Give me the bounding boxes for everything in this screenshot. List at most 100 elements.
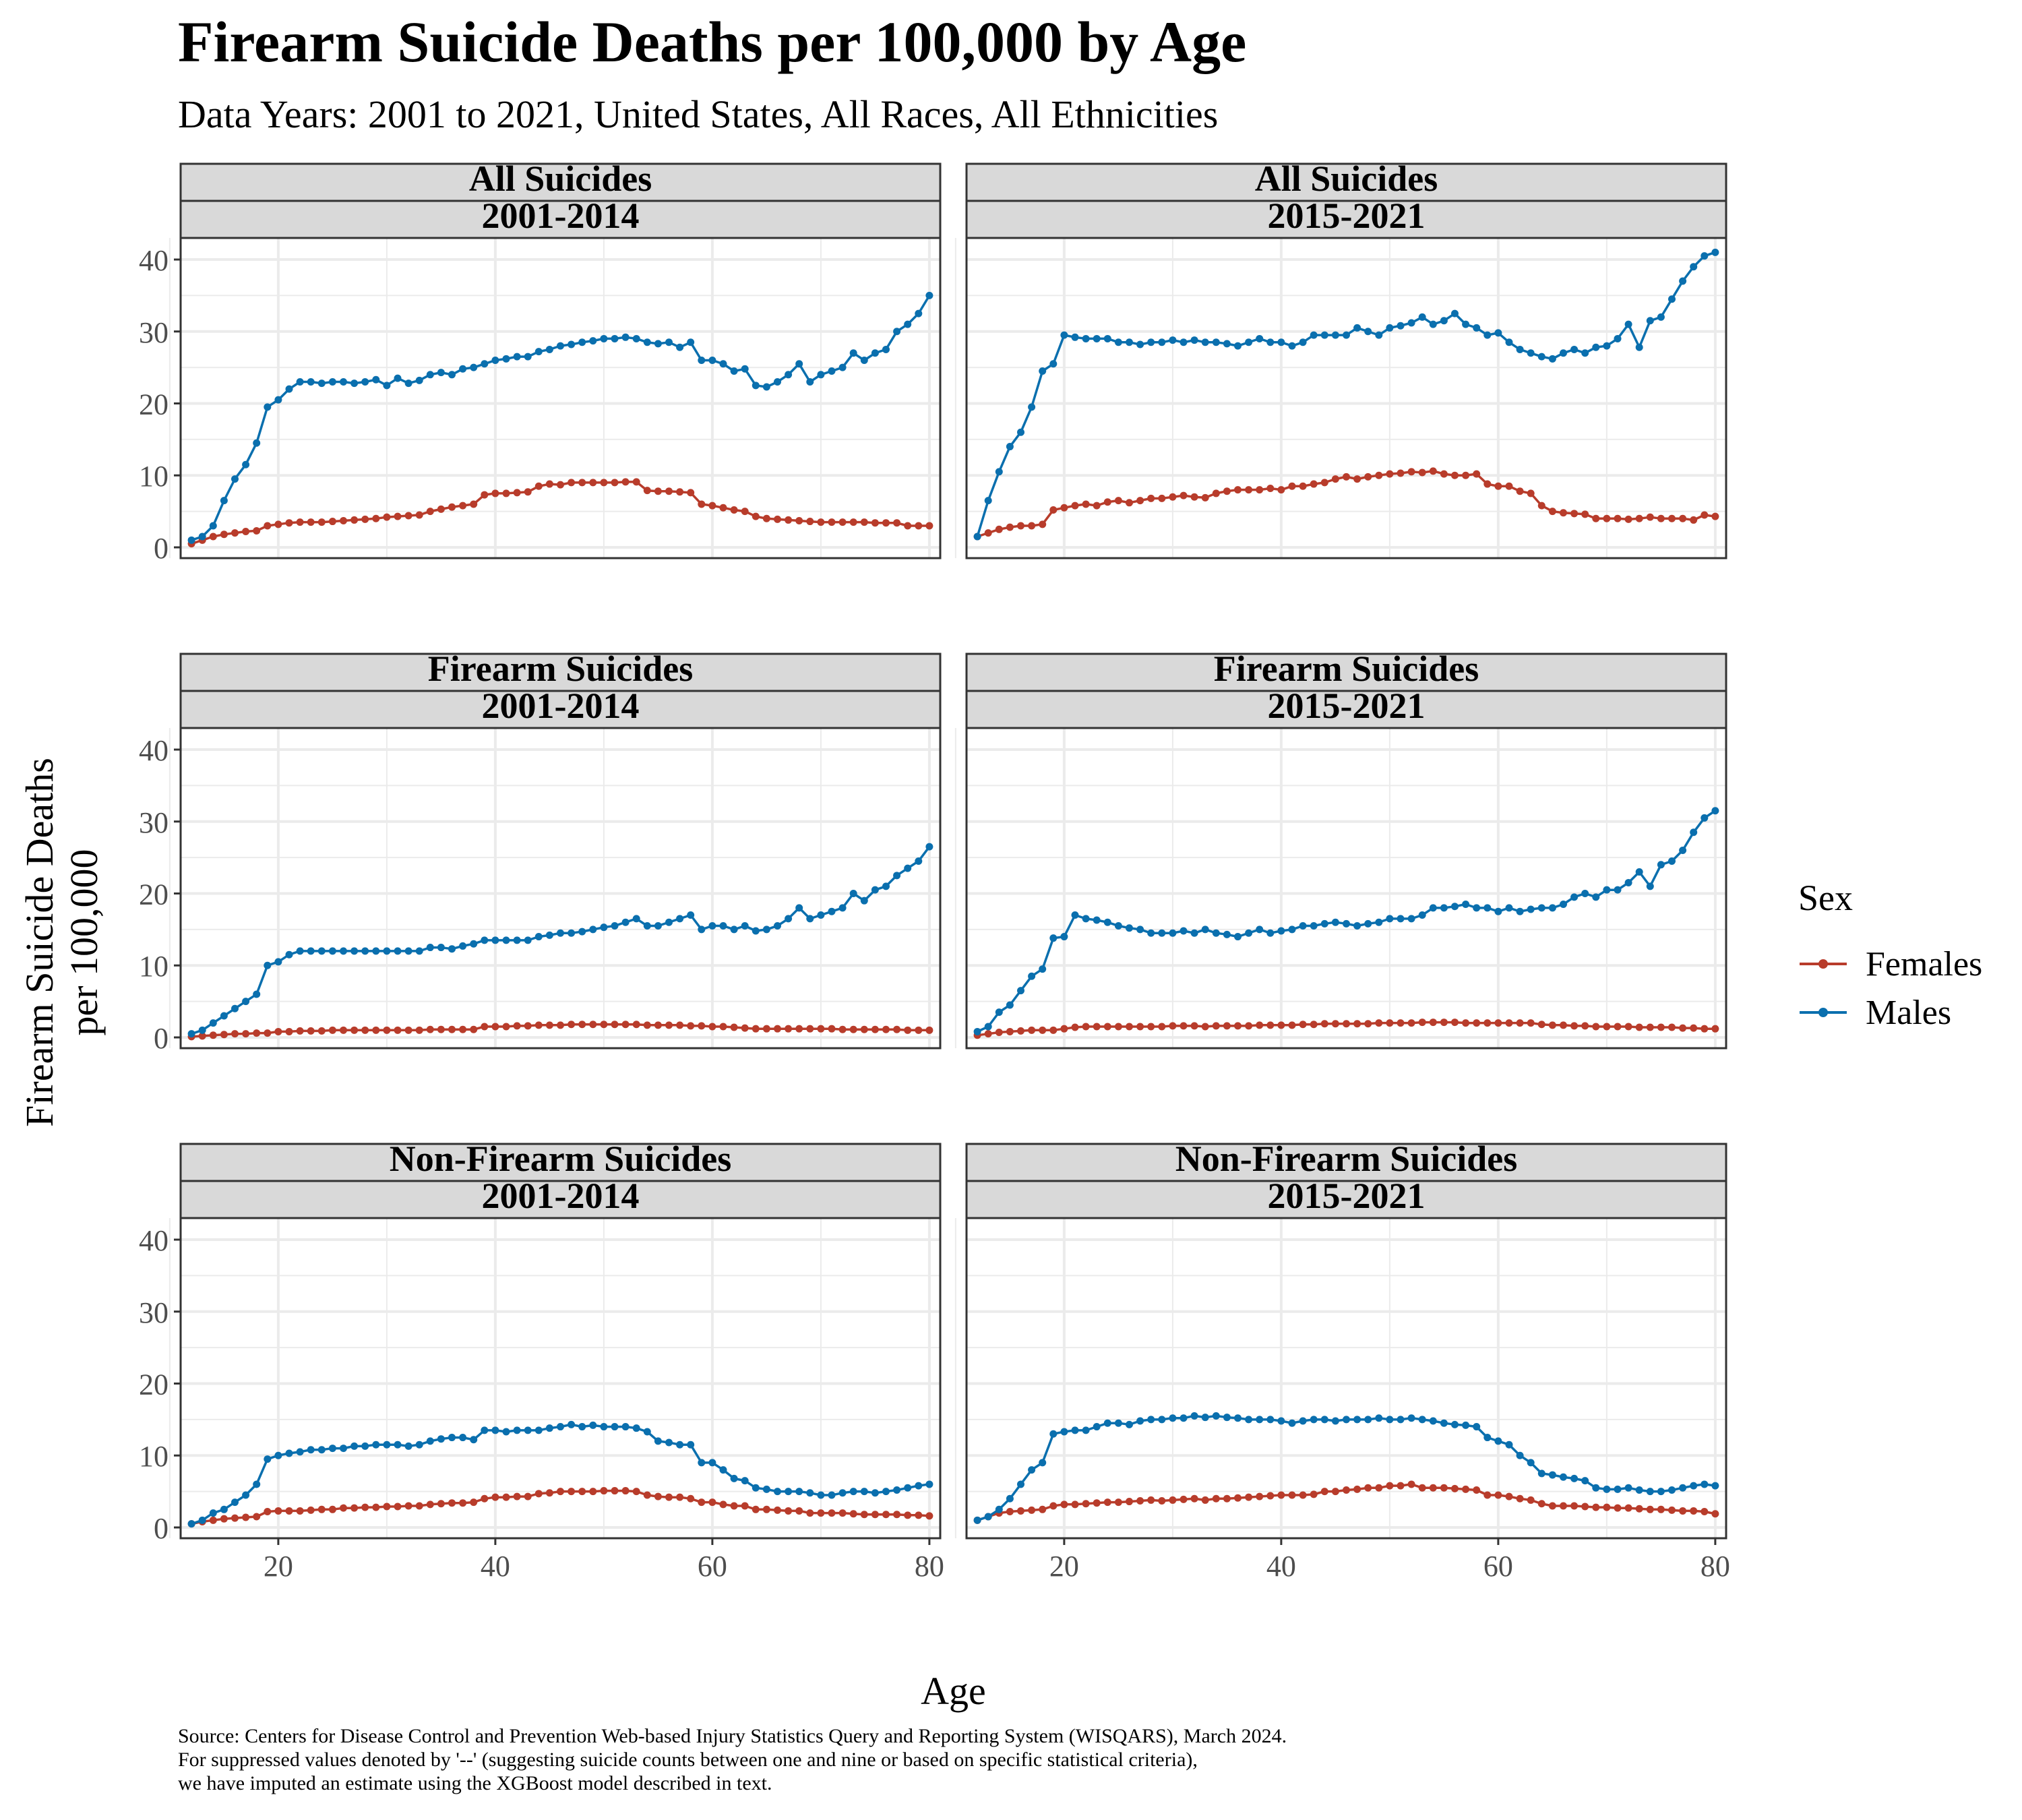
data-point-males bbox=[231, 475, 239, 483]
data-point-females bbox=[296, 1507, 304, 1515]
data-point-females bbox=[1353, 1020, 1361, 1028]
data-point-females bbox=[1570, 510, 1579, 518]
data-point-males bbox=[448, 945, 456, 953]
data-point-females bbox=[1646, 1023, 1654, 1031]
data-point-females bbox=[676, 1493, 684, 1501]
data-point-females bbox=[1299, 482, 1307, 490]
data-point-males bbox=[285, 1449, 293, 1457]
data-point-females bbox=[687, 489, 695, 497]
data-point-males bbox=[687, 338, 695, 346]
data-point-females bbox=[621, 1487, 630, 1495]
data-point-females bbox=[264, 522, 272, 530]
data-point-males bbox=[752, 1484, 760, 1492]
x-tick-label: 20 bbox=[1049, 1550, 1079, 1583]
data-point-males bbox=[296, 1448, 304, 1456]
data-point-females bbox=[524, 488, 532, 496]
data-point-females bbox=[1614, 514, 1622, 522]
data-point-females bbox=[1364, 1484, 1372, 1492]
panel-background bbox=[181, 728, 940, 1048]
y-tick-label: 0 bbox=[154, 1512, 168, 1545]
data-point-females bbox=[328, 1026, 336, 1034]
data-point-males bbox=[1103, 334, 1111, 342]
data-point-males bbox=[687, 1440, 695, 1449]
source-caption: Source: Centers for Disease Control and … bbox=[178, 1724, 1287, 1795]
data-point-males bbox=[1288, 342, 1296, 350]
x-tick-label: 20 bbox=[264, 1550, 293, 1583]
data-point-females bbox=[1028, 522, 1036, 530]
data-point-males bbox=[643, 922, 651, 930]
data-point-females bbox=[1071, 502, 1079, 510]
data-point-males bbox=[600, 334, 608, 342]
data-point-females bbox=[1299, 1021, 1307, 1029]
data-point-females bbox=[1190, 1022, 1198, 1030]
data-point-females bbox=[1277, 1021, 1285, 1029]
data-point-females bbox=[394, 512, 402, 520]
data-point-females bbox=[448, 1025, 456, 1033]
data-point-males bbox=[817, 911, 825, 919]
data-point-males bbox=[274, 396, 282, 404]
data-point-females bbox=[1201, 493, 1209, 502]
data-point-males bbox=[1668, 857, 1676, 865]
data-point-females bbox=[600, 1021, 608, 1029]
data-point-females bbox=[806, 1025, 814, 1033]
data-point-males bbox=[1646, 882, 1654, 890]
data-point-males bbox=[589, 1421, 597, 1429]
data-point-females bbox=[1375, 471, 1383, 479]
data-point-males bbox=[1494, 907, 1502, 915]
data-point-males bbox=[1049, 934, 1058, 942]
data-point-males bbox=[1331, 918, 1339, 926]
data-point-males bbox=[1505, 338, 1513, 346]
data-point-males bbox=[795, 1488, 803, 1496]
data-point-females bbox=[1114, 497, 1122, 505]
data-point-females bbox=[1028, 1506, 1036, 1514]
data-point-males bbox=[1299, 338, 1307, 346]
data-point-males bbox=[1635, 1486, 1643, 1494]
data-point-males bbox=[264, 403, 272, 411]
data-point-females bbox=[513, 489, 521, 497]
data-point-females bbox=[1201, 1023, 1209, 1031]
data-point-females bbox=[1614, 1504, 1622, 1512]
data-point-females bbox=[1386, 1019, 1394, 1027]
data-point-females bbox=[1299, 1491, 1307, 1499]
data-point-females bbox=[1320, 1488, 1328, 1496]
data-point-females bbox=[600, 479, 608, 487]
data-point-females bbox=[665, 1021, 673, 1029]
data-point-males bbox=[1592, 343, 1600, 351]
data-point-females bbox=[719, 1500, 727, 1509]
data-point-males bbox=[253, 1480, 261, 1488]
data-point-females bbox=[1103, 498, 1111, 506]
data-point-females bbox=[1375, 1484, 1383, 1492]
data-point-females bbox=[893, 519, 901, 527]
chart-title: Firearm Suicide Deaths per 100,000 by Ag… bbox=[178, 9, 1247, 74]
data-point-females bbox=[242, 528, 250, 536]
data-point-males bbox=[1082, 1426, 1090, 1434]
data-point-males bbox=[198, 533, 206, 541]
data-point-males bbox=[350, 380, 359, 388]
data-point-females bbox=[1082, 1500, 1090, 1508]
data-point-females bbox=[654, 1492, 662, 1500]
data-point-males bbox=[1126, 338, 1133, 346]
data-point-females bbox=[1537, 1021, 1545, 1029]
data-point-males bbox=[676, 343, 684, 351]
data-point-females bbox=[242, 1513, 250, 1521]
data-point-males bbox=[1277, 1417, 1285, 1425]
data-point-males bbox=[1103, 1419, 1111, 1427]
data-point-females bbox=[676, 1021, 684, 1029]
data-point-males bbox=[1190, 929, 1198, 937]
data-point-males bbox=[1039, 367, 1047, 375]
data-point-males bbox=[838, 363, 847, 371]
data-point-females bbox=[296, 518, 304, 526]
data-point-females bbox=[1256, 1492, 1264, 1500]
data-point-males bbox=[665, 1438, 673, 1447]
data-point-females bbox=[1060, 504, 1068, 512]
data-point-males bbox=[1483, 904, 1492, 912]
data-point-females bbox=[1516, 1019, 1524, 1027]
data-point-females bbox=[904, 522, 912, 530]
data-point-males bbox=[317, 380, 326, 388]
data-point-females bbox=[1343, 1020, 1350, 1028]
data-point-females bbox=[632, 1021, 640, 1029]
data-point-males bbox=[1494, 1437, 1502, 1445]
data-point-males bbox=[209, 1509, 217, 1517]
data-point-females bbox=[741, 1024, 749, 1032]
